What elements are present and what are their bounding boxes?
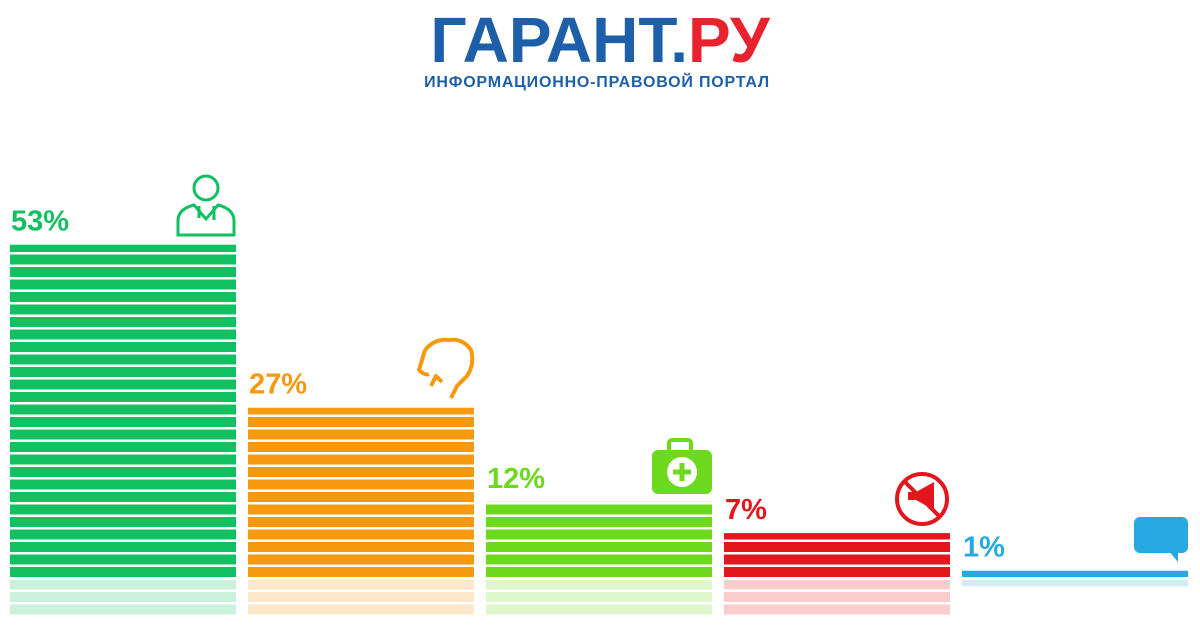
doctor-icon — [176, 174, 236, 237]
chat-icon — [1134, 517, 1188, 562]
tagline: ИНФОРМАЦИОННО-ПРАВОВОЙ ПОРТАЛ — [424, 72, 770, 91]
logo-dot: . — [670, 4, 688, 76]
no-megaphone-icon — [895, 472, 949, 526]
bar-reflection — [962, 580, 1188, 587]
logo-suffix: РУ — [688, 4, 771, 76]
first-aid-icon — [652, 438, 712, 494]
logo-brand: ГАРАНТ — [430, 4, 677, 76]
bar-reflection — [486, 580, 712, 616]
bar — [486, 501, 712, 577]
value-label: 27% — [249, 369, 307, 401]
logo: ГАРАНТ.РУ — [430, 4, 770, 76]
bar — [10, 244, 236, 577]
fist-icon — [417, 337, 475, 399]
value-label: 12% — [487, 463, 545, 495]
bar-reflection — [248, 580, 474, 616]
value-label: 1% — [963, 532, 1005, 564]
bar — [724, 533, 950, 577]
value-label: 7% — [725, 494, 767, 526]
bar-reflection — [724, 580, 950, 616]
bar — [962, 570, 1188, 577]
bar-reflection — [10, 580, 236, 616]
value-label: 53% — [11, 206, 69, 238]
bar — [248, 407, 474, 577]
